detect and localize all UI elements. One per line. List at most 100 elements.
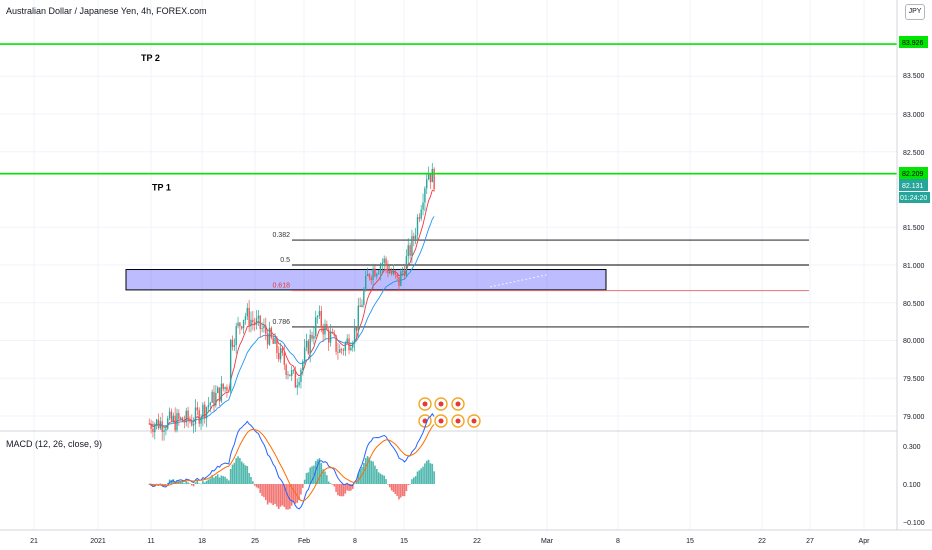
macd-histogram-bar [348, 484, 350, 492]
candle [168, 411, 171, 419]
macd-histogram-bar [307, 472, 310, 484]
macd-histogram-bar [216, 474, 219, 484]
macd-histogram-bar [296, 484, 299, 503]
candle [191, 421, 193, 426]
fibonacci-levels[interactable]: 0.382 0.5 0.618 0.786 [272, 232, 809, 328]
time-axis[interactable]: 21 2021 11 18 25 Feb 8 15 22 Mar 8 15 22 27 Apr [0, 529, 932, 545]
candle [307, 340, 310, 354]
macd-histogram-bar [239, 458, 241, 484]
candle [313, 335, 315, 339]
candle [339, 349, 341, 353]
candle [266, 333, 269, 345]
macd-histogram-bar [259, 484, 262, 493]
candle [355, 327, 358, 331]
candle [233, 345, 236, 347]
macd-histogram-bar [420, 468, 422, 484]
macd-histogram-bar [433, 471, 435, 484]
macd-histogram-bar [165, 484, 167, 486]
macd-histogram-bar [396, 484, 398, 496]
time-axis-label: Feb [298, 538, 310, 545]
macd-histogram-bar [183, 483, 186, 484]
candle [352, 343, 354, 348]
macd-histogram-bar [272, 484, 274, 506]
macd-histogram-bar [429, 463, 432, 484]
macd-histogram-bar [226, 478, 228, 484]
candle [165, 428, 167, 431]
candle [239, 322, 241, 327]
candle [198, 410, 200, 424]
candle [222, 383, 224, 389]
candle [290, 370, 293, 376]
fib-level-label: 0.786 [272, 319, 290, 326]
candle [390, 271, 393, 274]
macd-histogram-bar [388, 484, 391, 488]
macd-histogram-bar [427, 459, 430, 484]
candle [348, 338, 350, 351]
macd-histogram-bar [190, 484, 193, 486]
macd-histogram-bar [324, 471, 326, 484]
candle [167, 418, 169, 429]
macd-histogram-bar [198, 483, 200, 484]
macd-histogram-bar [313, 465, 315, 484]
time-axis-label: 18 [198, 538, 206, 545]
time-axis-label: 11 [147, 538, 154, 545]
event-markers[interactable] [418, 397, 481, 428]
candle [366, 274, 369, 277]
candle [178, 413, 180, 419]
target-lines[interactable]: TP 2 TP 1 [0, 43, 897, 193]
currency-badge[interactable]: JPY [905, 4, 925, 20]
macd-histogram-bar [285, 484, 287, 510]
macd-title[interactable]: MACD (12, 26, close, 9) [6, 439, 103, 449]
macd-histogram-bar [387, 483, 389, 485]
macd-histogram-bar [166, 483, 169, 484]
macd-histogram-bar [375, 469, 378, 484]
macd-histogram-bar [314, 461, 317, 484]
time-axis-label: 22 [473, 538, 481, 545]
price-axis[interactable]: 83.926 83.500 83.000 82.500 82.209 82.131 01:2… [896, 0, 930, 530]
macd-histogram-bar [326, 475, 328, 484]
macd-axis-label: −0.100 [903, 520, 925, 527]
candle [255, 318, 258, 325]
macd-histogram-bar [363, 463, 365, 484]
macd-histogram-bar [215, 476, 217, 484]
macd-histogram-bar [237, 456, 239, 484]
candle [370, 277, 372, 281]
candle [263, 325, 265, 329]
fib-level-label: 0.618 [272, 283, 290, 290]
time-axis-label: Mar [541, 538, 554, 545]
macd-histogram-bar [359, 469, 361, 484]
macd-histogram-bar [194, 482, 197, 484]
candle [278, 352, 280, 360]
macd-histogram-bar [322, 469, 324, 484]
candle [216, 387, 219, 393]
candles [148, 162, 435, 441]
candle [259, 315, 261, 329]
macd-histogram-bar [368, 457, 371, 484]
candle [224, 387, 226, 389]
macd-histogram-bar [351, 484, 354, 489]
candle [179, 417, 182, 419]
macd-histogram-bar [301, 484, 304, 488]
macd-histogram-bar [409, 484, 411, 485]
symbol-title[interactable]: Australian Dollar / Japanese Yen, 4h, FO… [6, 6, 207, 16]
candle [311, 334, 313, 339]
macd-histogram-bar [274, 484, 276, 504]
macd-histogram-bar [290, 484, 293, 506]
candle [350, 347, 352, 351]
macd-histogram-bar [353, 483, 356, 485]
event-marker-dot [455, 418, 461, 424]
candle [194, 407, 197, 425]
candle [411, 236, 413, 256]
price-tag-bg [899, 167, 928, 179]
candle [163, 430, 165, 432]
macd-histogram-bar [192, 484, 195, 487]
macd-axis-label: 0.300 [903, 444, 921, 451]
candle [241, 326, 243, 329]
macd-histogram-bar [418, 470, 421, 484]
macd-histogram-bar [400, 484, 402, 498]
candle [287, 374, 289, 376]
macd-histogram-bar [355, 481, 358, 484]
candle [154, 424, 156, 433]
macd-histogram-bar [370, 460, 373, 484]
